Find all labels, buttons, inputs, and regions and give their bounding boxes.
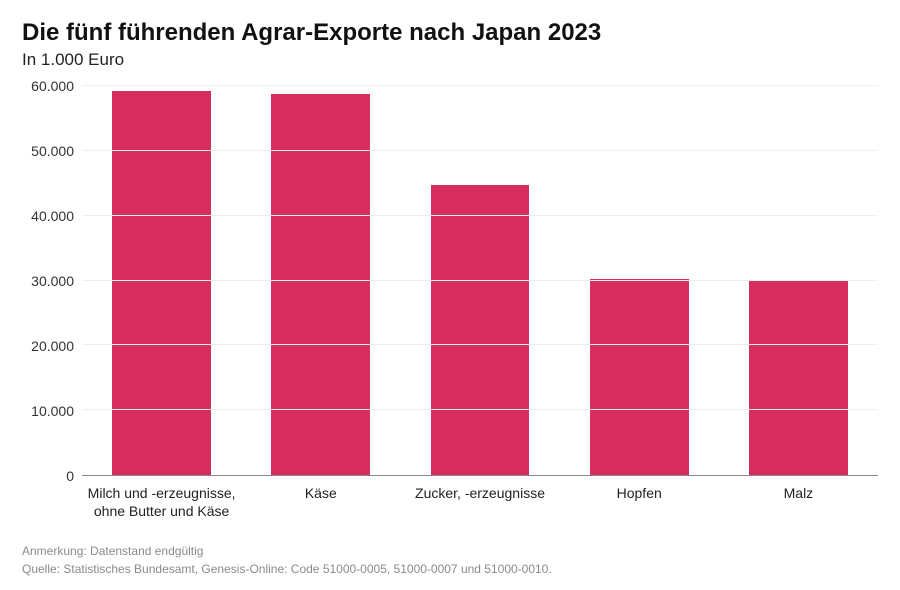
grid-line — [82, 280, 878, 281]
x-tick-label: Käse — [241, 484, 400, 520]
footer-source: Quelle: Statistisches Bundesamt, Genesis… — [22, 561, 552, 578]
bars-row — [82, 86, 878, 475]
chart-subtitle: In 1.000 Euro — [22, 50, 878, 70]
y-tick-label: 50.000 — [31, 143, 74, 159]
y-tick-label: 40.000 — [31, 208, 74, 224]
y-tick-label: 30.000 — [31, 273, 74, 289]
bar — [112, 91, 211, 475]
bar — [271, 94, 370, 475]
plot-region: Milch und -erzeugnisse, ohne Butter und … — [82, 86, 878, 536]
y-tick-label: 10.000 — [31, 403, 74, 419]
bar — [590, 279, 689, 475]
x-tick-label: Malz — [719, 484, 878, 520]
bar — [749, 281, 848, 476]
y-tick-label: 20.000 — [31, 338, 74, 354]
x-tick-label: Hopfen — [560, 484, 719, 520]
grid-line — [82, 409, 878, 410]
bar-slot — [719, 86, 878, 475]
footer-note: Anmerkung: Datenstand endgültig — [22, 543, 552, 560]
grid-line — [82, 215, 878, 216]
x-tick-label: Milch und -erzeugnisse, ohne Butter und … — [82, 484, 241, 520]
bar-slot — [400, 86, 559, 475]
bar-slot — [82, 86, 241, 475]
y-tick-label: 0 — [66, 468, 74, 484]
chart-title: Die fünf führenden Agrar-Exporte nach Ja… — [22, 18, 878, 48]
bar-slot — [241, 86, 400, 475]
y-tick-label: 60.000 — [31, 78, 74, 94]
bar-slot — [560, 86, 719, 475]
x-tick-label: Zucker, -erzeugnisse — [400, 484, 559, 520]
plot-area — [82, 86, 878, 476]
chart-area: 010.00020.00030.00040.00050.00060.000 Mi… — [22, 86, 878, 536]
x-axis-labels: Milch und -erzeugnisse, ohne Butter und … — [82, 484, 878, 520]
grid-line — [82, 150, 878, 151]
grid-line — [82, 344, 878, 345]
bar — [431, 185, 530, 475]
chart-footer: Anmerkung: Datenstand endgültig Quelle: … — [22, 543, 552, 578]
y-axis: 010.00020.00030.00040.00050.00060.000 — [22, 86, 82, 476]
grid-line — [82, 85, 878, 86]
